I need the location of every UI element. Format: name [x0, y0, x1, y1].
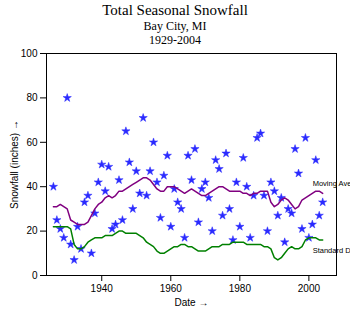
svg-text:40: 40	[26, 181, 38, 192]
svg-text:0: 0	[32, 270, 38, 281]
svg-text:Snowfall (inches) →: Snowfall (inches) →	[9, 120, 20, 209]
svg-text:Standard Dev: Standard Dev	[313, 246, 350, 255]
svg-text:20: 20	[26, 225, 38, 236]
svg-text:1940: 1940	[91, 283, 114, 294]
svg-text:100: 100	[21, 48, 38, 59]
svg-text:1980: 1980	[229, 283, 252, 294]
html-text:Bay City, MI: Bay City, MI	[143, 19, 207, 33]
svg-text:60: 60	[26, 137, 38, 148]
svg-text:Moving Average: Moving Average	[313, 179, 350, 188]
svg-text:2000: 2000	[298, 283, 321, 294]
svg-text:1960: 1960	[160, 283, 183, 294]
svg-text:80: 80	[26, 92, 38, 103]
html-text:1929-2004: 1929-2004	[149, 33, 201, 47]
html-text:Total Seasonal Snowfall: Total Seasonal Snowfall	[102, 2, 248, 18]
svg-text:Date →: Date →	[175, 297, 209, 308]
